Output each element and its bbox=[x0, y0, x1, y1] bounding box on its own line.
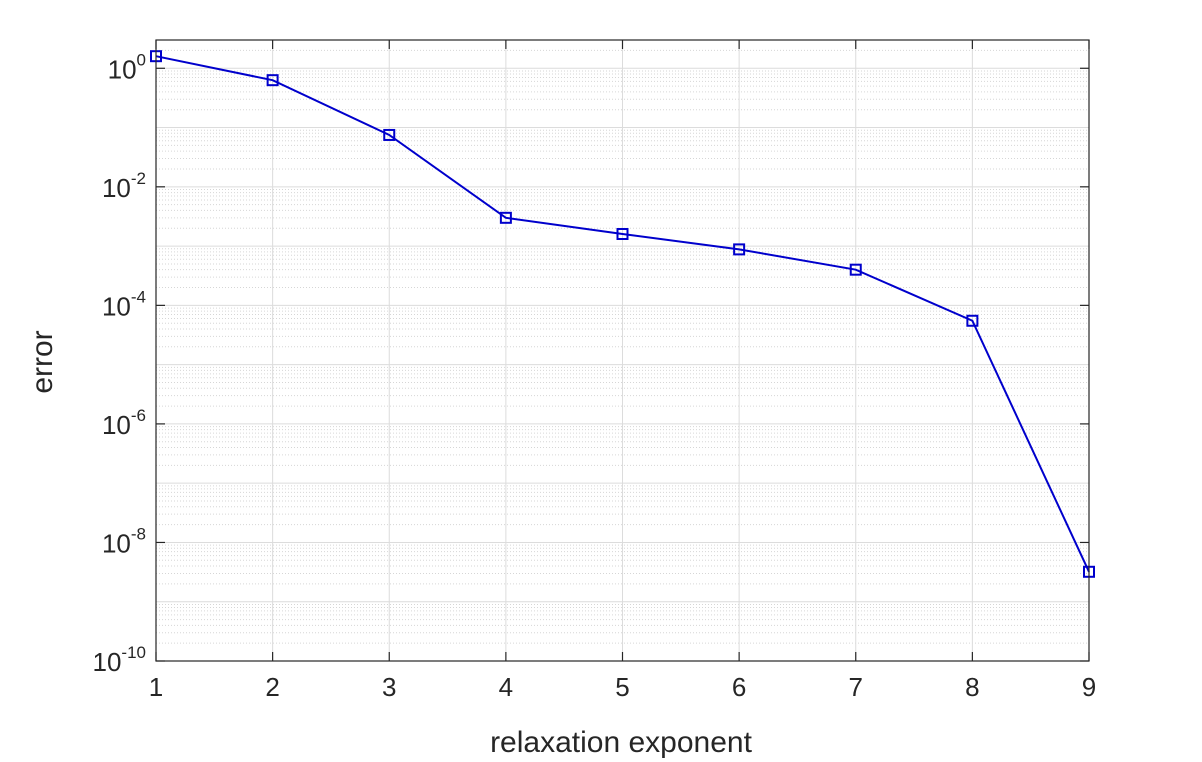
y-tick-base: 10 bbox=[102, 173, 131, 203]
y-tick-label: 100 bbox=[108, 50, 146, 84]
y-tick-base: 10 bbox=[102, 291, 131, 321]
y-tick-exponent: -2 bbox=[131, 169, 146, 188]
data-point-marker bbox=[266, 74, 279, 87]
y-tick-exponent: -4 bbox=[131, 287, 146, 306]
x-tick-label: 3 bbox=[382, 672, 396, 702]
y-tick-label: 10-4 bbox=[102, 287, 146, 321]
series-layer bbox=[150, 50, 1095, 578]
data-point-marker bbox=[383, 128, 396, 141]
series-line bbox=[155, 55, 1090, 573]
x-tick-label: 4 bbox=[499, 672, 513, 702]
x-tick-label: 5 bbox=[615, 672, 629, 702]
x-tick-label: 7 bbox=[849, 672, 863, 702]
y-tick-exponent: -8 bbox=[131, 524, 146, 543]
data-point-marker bbox=[499, 211, 512, 224]
y-tick-base: 10 bbox=[108, 54, 137, 84]
data-point-marker bbox=[966, 314, 979, 327]
y-tick-base: 10 bbox=[93, 647, 122, 677]
x-axis-label: relaxation exponent bbox=[490, 726, 753, 759]
y-tick-base: 10 bbox=[102, 410, 131, 440]
y-tick-label: 10-2 bbox=[102, 169, 146, 203]
y-tick-exponent: 0 bbox=[137, 50, 146, 69]
y-axis-label: error bbox=[26, 330, 59, 393]
x-tick-label: 6 bbox=[732, 672, 746, 702]
y-tick-exponent: -10 bbox=[121, 643, 146, 662]
minor-grid bbox=[156, 49, 1089, 644]
data-point-marker bbox=[733, 243, 746, 256]
y-tick-exponent: -6 bbox=[131, 406, 146, 425]
data-point-marker bbox=[849, 263, 862, 276]
x-tick-label: 2 bbox=[265, 672, 279, 702]
x-tick-label: 9 bbox=[1082, 672, 1096, 702]
y-tick-label: 10-10 bbox=[93, 643, 147, 677]
y-tick-label: 10-6 bbox=[102, 406, 146, 440]
x-tick-label: 8 bbox=[965, 672, 979, 702]
data-point-marker bbox=[616, 227, 629, 240]
axes bbox=[155, 39, 1090, 662]
y-tick-label: 10-8 bbox=[102, 524, 146, 558]
y-tick-base: 10 bbox=[102, 528, 131, 558]
x-tick-label: 1 bbox=[149, 672, 163, 702]
